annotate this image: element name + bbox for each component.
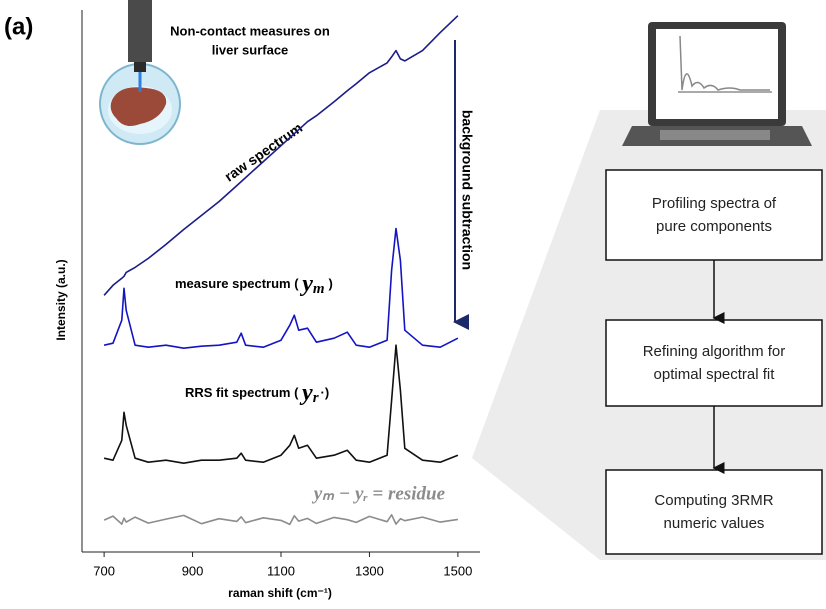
- x-tick-label: 1300: [355, 563, 384, 578]
- step-text: numeric values: [664, 515, 765, 532]
- x-axis-title: raman shift (cm⁻¹): [228, 586, 332, 600]
- spectrum-line: [104, 345, 458, 463]
- step-text: Profiling spectra of: [652, 195, 777, 212]
- raw-label: raw spectrum: [221, 119, 305, 184]
- setup-label: liver surface: [212, 42, 289, 57]
- page: {"chart_data": {"type": "line", "panel_l…: [0, 0, 826, 604]
- laptop-icon: [622, 22, 812, 146]
- step-box: [606, 320, 822, 406]
- setup-label: Non-contact measures on: [170, 23, 330, 38]
- x-tick-label: 900: [182, 563, 204, 578]
- x-tick-label: 700: [93, 563, 115, 578]
- spectrum-line: [104, 16, 458, 296]
- panel-label: (a): [4, 13, 33, 40]
- figure: (a) raw spectrum background subtraction …: [0, 0, 826, 604]
- spectrum-line: [104, 515, 458, 525]
- fit-label: RRS fit spectrum ( yr·): [185, 380, 329, 407]
- step-box: [606, 470, 822, 554]
- step-text: optimal spectral fit: [654, 366, 776, 383]
- step-text: Refining algorithm for: [643, 343, 786, 360]
- step-box: [606, 170, 822, 260]
- x-tick-label: 1500: [443, 563, 472, 578]
- step-text: pure components: [656, 218, 772, 235]
- subtraction-label: background subtraction: [459, 110, 475, 270]
- residue-label: yₘ − yᵣ = residue: [312, 483, 446, 504]
- measure-label: measure spectrum ( ym): [175, 271, 333, 298]
- step-text: Computing 3RMR: [654, 492, 773, 509]
- liver-icon: [100, 0, 180, 144]
- x-tick-label: 1100: [267, 563, 295, 578]
- y-axis-title: Intensity (a.u.): [54, 259, 68, 340]
